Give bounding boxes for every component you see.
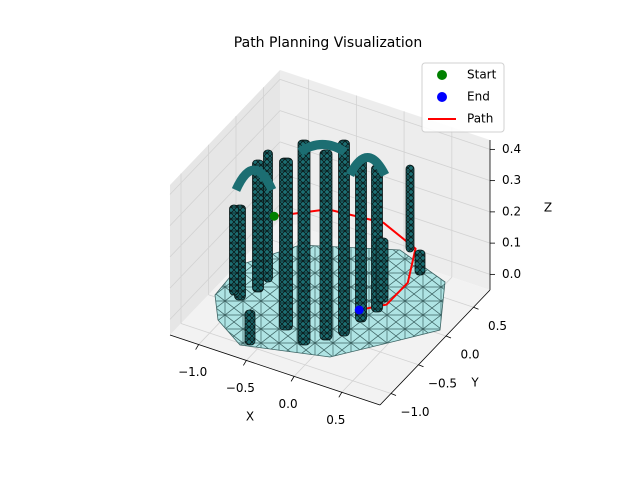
grid-line [279, 172, 491, 244]
y-tick [473, 306, 479, 310]
obstacle [355, 157, 367, 323]
x-tick [290, 376, 295, 382]
obstacle [414, 249, 426, 276]
x-axis-label: X [246, 410, 254, 424]
x-tick-label: 0.5 [326, 413, 345, 427]
obstacle [375, 237, 389, 303]
grid-line [279, 78, 491, 150]
grid-line [180, 323, 392, 394]
z-tick-label: 0.3 [502, 173, 521, 187]
legend-swatch [437, 92, 447, 102]
obstacle-arc [231, 165, 277, 192]
chart-title: Path Planning Visualization [234, 35, 422, 51]
obstacle [229, 204, 239, 296]
legend-label: Path [467, 112, 493, 126]
obstacle [244, 309, 256, 346]
z-axis-label: Z [544, 201, 552, 215]
y-tick-label: −1.0 [400, 405, 429, 419]
grid-line [279, 110, 491, 182]
obstacle-arc [345, 153, 390, 178]
z-tick-label: 0.1 [502, 236, 521, 250]
grid-line [169, 110, 281, 226]
y-tick [390, 393, 397, 396]
pane-left [170, 70, 280, 335]
point [269, 211, 279, 221]
point [354, 305, 364, 315]
obstacle [405, 164, 415, 253]
y-axis [379, 289, 491, 406]
z-tick-label: 0.2 [502, 204, 521, 218]
y-axis-label: Y [470, 376, 479, 390]
obstacle [297, 139, 311, 346]
y-tick [418, 364, 424, 368]
x-tick [195, 344, 199, 350]
obstacle [338, 139, 350, 337]
obstacle [319, 149, 333, 341]
y-tick-label: 0.0 [460, 348, 479, 362]
x-tick [243, 360, 247, 366]
y-tick-label: −0.5 [428, 376, 457, 390]
legend-label: Start [467, 68, 497, 82]
z-tick-label: 0.4 [502, 142, 521, 156]
legend-swatch [437, 70, 447, 80]
obstacle [279, 157, 293, 331]
x-axis [169, 334, 381, 406]
y-tick-label: 0.5 [488, 319, 507, 333]
obstacle-arc [297, 140, 348, 156]
legend-box [421, 62, 505, 133]
y-tick [445, 335, 452, 339]
x-tick-label: −1.0 [178, 365, 207, 379]
x-tick-label: −0.5 [226, 381, 255, 395]
legend-label: End [467, 90, 490, 104]
grid-line [279, 141, 491, 213]
x-tick [338, 392, 343, 398]
z-tick-label: 0.0 [502, 267, 521, 281]
x-tick-label: 0.0 [279, 397, 298, 411]
grid-line [169, 79, 281, 195]
